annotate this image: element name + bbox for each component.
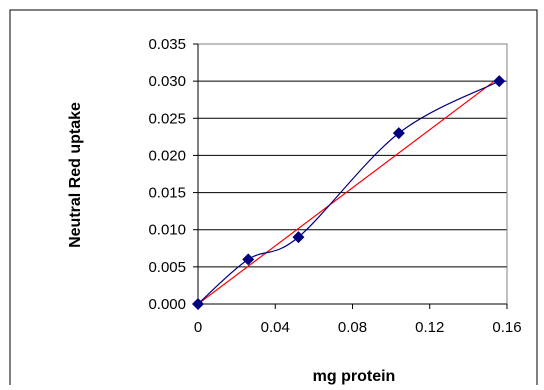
x-tick-label: 0.12 bbox=[415, 319, 444, 336]
y-axis-title: Neutral Red uptake bbox=[67, 102, 84, 248]
y-tick-label: 0.010 bbox=[148, 222, 186, 239]
x-axis-title: mg protein bbox=[313, 368, 396, 385]
tick-layer: 0.000 0.005 0.010 0.015 0.020 0.025 0.030 0.035… bbox=[148, 36, 521, 336]
data-point-marker bbox=[493, 75, 506, 88]
y-tick-label: 0.005 bbox=[148, 259, 186, 276]
data-point-marker bbox=[242, 253, 255, 266]
y-tick-label: 0.030 bbox=[148, 73, 186, 90]
x-tick-label: 0 bbox=[194, 319, 202, 336]
data-point-marker bbox=[292, 231, 305, 244]
series-layer bbox=[192, 75, 506, 310]
trendline-layer bbox=[197, 76, 500, 305]
trendline bbox=[197, 76, 500, 305]
y-tick-label: 0.020 bbox=[148, 147, 186, 164]
x-tick-label: 0.16 bbox=[492, 319, 521, 336]
chart-area-border bbox=[9, 9, 538, 390]
x-tick-label: 0.04 bbox=[261, 319, 290, 336]
y-tick-label: 0.000 bbox=[148, 296, 186, 313]
y-tick-label: 0.025 bbox=[148, 110, 186, 127]
y-tick-label: 0.035 bbox=[148, 36, 186, 53]
x-tick-label: 0.08 bbox=[338, 319, 367, 336]
data-point-marker bbox=[392, 127, 405, 140]
y-tick-label: 0.015 bbox=[148, 185, 186, 202]
data-point-marker bbox=[192, 298, 204, 310]
series-line bbox=[197, 80, 500, 305]
